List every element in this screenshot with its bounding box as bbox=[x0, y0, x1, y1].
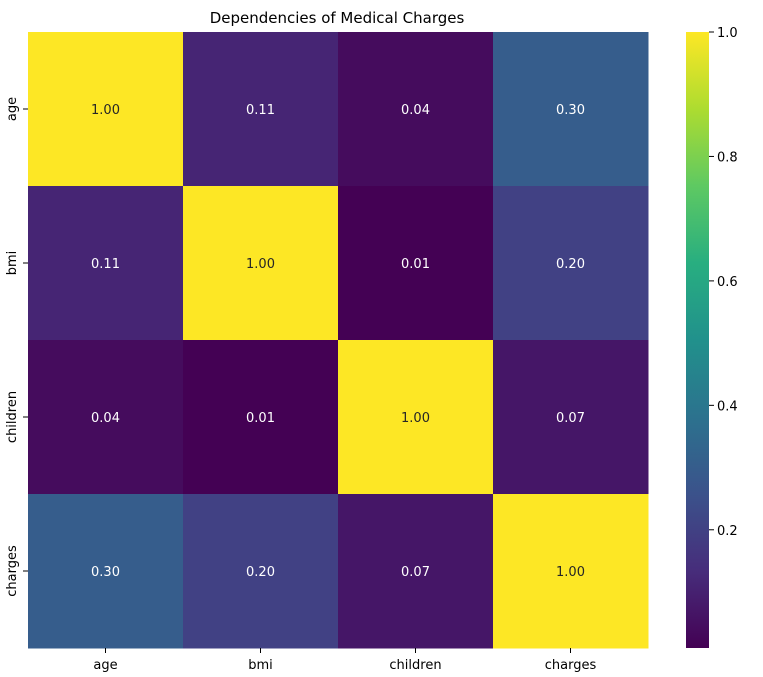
cell-annotation: 0.20 bbox=[556, 257, 585, 272]
y-tick-label: bmi bbox=[5, 251, 20, 276]
heatmap-cell-bmi-age bbox=[28, 186, 184, 341]
cell-annotation: 0.11 bbox=[246, 103, 275, 118]
colorbar-tick-label: 1.0 bbox=[717, 26, 738, 41]
heatmap-cell-charges-age bbox=[28, 494, 184, 649]
cell-annotation: 0.30 bbox=[556, 103, 585, 118]
heatmap-cell-children-children bbox=[338, 340, 494, 495]
cell-annotation: 0.07 bbox=[556, 411, 585, 426]
cell-annotation: 0.04 bbox=[401, 103, 430, 118]
heatmap-cell-children-charges bbox=[493, 340, 649, 495]
cell-annotation: 0.04 bbox=[91, 411, 120, 426]
heatmap-cell-age-age bbox=[28, 32, 184, 187]
y-axis: age bmi children charges bbox=[5, 97, 28, 597]
heatmap-cell-bmi-children bbox=[338, 186, 494, 341]
y-tick-label: age bbox=[5, 97, 20, 121]
cell-annotation: 0.07 bbox=[401, 565, 430, 580]
colorbar: 0.2 0.4 0.6 0.8 1.0 bbox=[686, 26, 738, 648]
heatmap-cell-bmi-bmi bbox=[183, 186, 339, 341]
cell-annotation: 1.00 bbox=[246, 257, 275, 272]
cell-annotation: 1.00 bbox=[91, 103, 120, 118]
x-tick-label: bmi bbox=[248, 658, 273, 673]
y-tick-label: children bbox=[5, 391, 20, 443]
heatmap-cell-children-age bbox=[28, 340, 184, 495]
cell-annotation: 1.00 bbox=[556, 565, 585, 580]
cell-annotation: 0.30 bbox=[91, 565, 120, 580]
heatmap-cells: 1.00 0.11 0.04 0.30 0.11 1.00 0.01 0.20 0.04 0.01… bbox=[28, 32, 649, 649]
colorbar-tick-label: 0.4 bbox=[717, 399, 738, 414]
heatmap-cell-bmi-charges bbox=[493, 186, 649, 341]
heatmap-cell-age-bmi bbox=[183, 32, 339, 187]
heatmap-cell-age-charges bbox=[493, 32, 649, 187]
x-axis: age bmi children charges bbox=[93, 648, 596, 673]
heatmap-cell-age-children bbox=[338, 32, 494, 187]
cell-annotation: 1.00 bbox=[401, 411, 430, 426]
chart-title: Dependencies of Medical Charges bbox=[210, 9, 465, 27]
cell-annotation: 0.20 bbox=[246, 565, 275, 580]
x-tick-label: charges bbox=[545, 658, 597, 673]
y-tick-label: charges bbox=[5, 545, 20, 597]
heatmap-cell-charges-charges bbox=[493, 494, 649, 649]
x-tick-label: children bbox=[389, 658, 441, 673]
heatmap-cell-charges-bmi bbox=[183, 494, 339, 649]
heatmap-cell-charges-children bbox=[338, 494, 494, 649]
x-tick-label: age bbox=[93, 658, 117, 673]
colorbar-tick-label: 0.8 bbox=[717, 150, 738, 165]
heatmap-cell-children-bmi bbox=[183, 340, 339, 495]
colorbar-tick-label: 0.6 bbox=[717, 275, 738, 290]
colorbar-tick-label: 0.2 bbox=[717, 524, 738, 539]
cell-annotation: 0.01 bbox=[246, 411, 275, 426]
cell-annotation: 0.01 bbox=[401, 257, 430, 272]
cell-annotation: 0.11 bbox=[91, 257, 120, 272]
colorbar-gradient bbox=[686, 32, 709, 648]
